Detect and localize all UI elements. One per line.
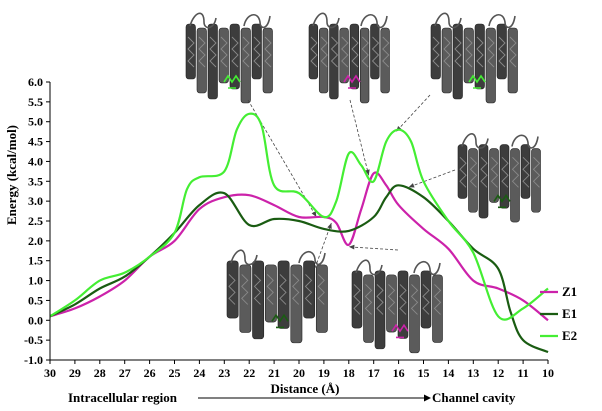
x-tick-label: 16 xyxy=(393,366,405,380)
direction-arrow xyxy=(198,394,431,402)
y-tick-label: 2.0 xyxy=(28,234,43,248)
x-tick-label: 18 xyxy=(343,366,355,380)
x-tick-label: 26 xyxy=(144,366,156,380)
y-tick-label: 4.5 xyxy=(28,135,43,149)
series-lines xyxy=(49,112,549,354)
x-axis-label: Distance (Å) xyxy=(271,381,340,396)
legend-label-e2: E2 xyxy=(562,328,577,343)
x-tick-label: 12 xyxy=(492,366,504,380)
y-tick-label: 0.5 xyxy=(28,293,43,307)
legend-entry-z1: Z1 xyxy=(540,284,577,299)
y-tick-label: 3.0 xyxy=(28,194,43,208)
x-tick-label: 19 xyxy=(318,366,330,380)
x-tick-label: 25 xyxy=(169,366,181,380)
y-tick-label: 5.0 xyxy=(28,115,43,129)
y-tick-label: 4.0 xyxy=(28,154,43,168)
x-tick-label: 11 xyxy=(517,366,528,380)
tick-labels: 6.0 5.5 5.0 4.5 4.0 3.5 3.0 2.5 2.0 1.5 1.0 0.5 0.0 -… xyxy=(24,75,554,380)
region-label-channel-cavity: Channel cavity xyxy=(432,390,516,405)
x-tick-label: 10 xyxy=(542,366,554,380)
y-tick-label: -0.5 xyxy=(24,333,43,347)
y-tick-label: 3.5 xyxy=(28,174,43,188)
x-tick-label: 27 xyxy=(119,366,131,380)
region-label-intracellular: Intracellular region xyxy=(68,390,178,405)
leader-line-3 xyxy=(395,94,431,132)
y-tick-label: 6.0 xyxy=(28,75,43,89)
leader-line-5 xyxy=(314,222,332,269)
x-tick-label: 24 xyxy=(193,366,205,380)
leader-line-4 xyxy=(408,169,456,188)
series-line-e2 xyxy=(49,112,549,321)
x-tick-label: 23 xyxy=(218,366,230,380)
structure-inset-3 xyxy=(430,12,518,104)
y-tick-label: 5.5 xyxy=(28,95,43,109)
x-tick-label: 17 xyxy=(368,366,380,380)
structure-inset-2 xyxy=(308,12,390,104)
structure-inset-5 xyxy=(226,249,328,344)
x-tick-label: 29 xyxy=(69,366,81,380)
x-tick-label: 22 xyxy=(243,366,255,380)
legend-label-z1: Z1 xyxy=(562,284,577,299)
legend-entry-e2: E2 xyxy=(540,328,577,343)
axes xyxy=(46,81,549,364)
leader-line-2 xyxy=(349,99,370,176)
x-tick-label: 14 xyxy=(442,366,454,380)
protein-structure-insets xyxy=(185,12,541,354)
legend: Z1 E1 E2 xyxy=(540,284,577,343)
leader-line-6 xyxy=(348,244,399,251)
x-tick-label: 13 xyxy=(467,366,479,380)
y-tick-label: 1.5 xyxy=(28,254,43,268)
y-tick-label: -1.0 xyxy=(24,353,43,367)
x-tick-label: 21 xyxy=(268,366,280,380)
y-axis-label: Energy (kcal/mol) xyxy=(4,125,19,225)
legend-label-e1: E1 xyxy=(562,306,577,321)
y-tick-label: 2.5 xyxy=(28,214,43,228)
structure-inset-4 xyxy=(457,133,541,223)
structure-inset-6 xyxy=(351,259,443,354)
x-tick-label: 20 xyxy=(293,366,305,380)
x-tick-label: 28 xyxy=(94,366,106,380)
x-tick-label: 15 xyxy=(418,366,430,380)
legend-entry-e1: E1 xyxy=(540,306,577,321)
y-tick-label: 0.0 xyxy=(28,313,43,327)
y-tick-label: 1.0 xyxy=(28,274,43,288)
x-tick-label: 30 xyxy=(44,366,56,380)
structure-inset-1 xyxy=(185,12,273,104)
